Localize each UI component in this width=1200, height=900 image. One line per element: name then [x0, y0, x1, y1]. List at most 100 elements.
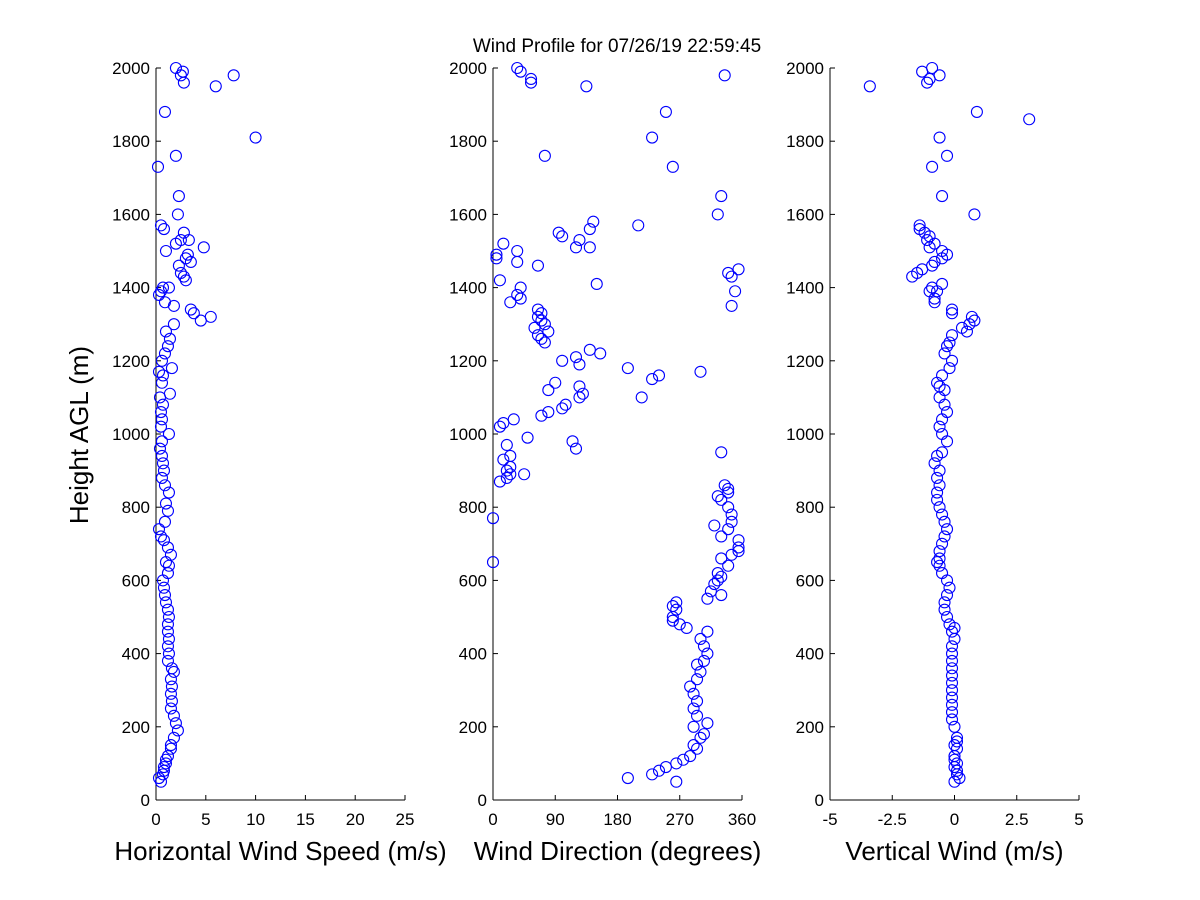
data-point: [722, 559, 735, 572]
data-point: [938, 398, 951, 411]
data-point: [935, 369, 949, 382]
data-point: [931, 376, 944, 389]
data-point: [542, 405, 555, 419]
data-point: [938, 515, 951, 528]
data-point: [556, 230, 569, 243]
data-point: [197, 241, 210, 254]
data-point: [715, 190, 728, 203]
data-point: [943, 618, 956, 631]
data-point: [538, 149, 551, 162]
data-point: [163, 387, 176, 400]
data-point: [157, 222, 171, 236]
data-point: [968, 314, 981, 327]
data-point: [535, 307, 548, 320]
data-point: [154, 420, 168, 433]
data-point: [948, 739, 961, 752]
data-point: [524, 72, 538, 86]
data-point: [493, 274, 506, 287]
data-point: [725, 515, 738, 528]
data-point: [573, 233, 586, 247]
data-point: [926, 259, 939, 272]
data-point: [646, 373, 659, 386]
data-point: [933, 501, 946, 514]
data-point: [151, 160, 165, 173]
panel-wind-direction: 0 200 400 600 800 1000 1200 1400 1600 1800 2000 0 90…: [449, 59, 761, 866]
data-point: [694, 632, 707, 646]
data-point: [913, 222, 926, 236]
y-tick-label: 1000: [112, 425, 150, 444]
data-point: [926, 160, 939, 173]
data-point: [535, 314, 548, 327]
data-point: [569, 442, 583, 455]
data-point: [943, 336, 956, 349]
data-point: [172, 190, 185, 203]
data-point: [163, 332, 176, 345]
data-point: [970, 105, 983, 118]
data-point: [569, 241, 583, 254]
data-point: [940, 149, 954, 162]
y-tick-label: 0: [815, 791, 824, 810]
data-point: [694, 365, 707, 378]
data-point: [863, 80, 876, 93]
data-point: [167, 318, 180, 331]
data-point: [153, 442, 167, 455]
data-point: [155, 376, 169, 389]
x-tick-label: 180: [603, 810, 631, 829]
data-point: [169, 149, 182, 162]
data-point: [531, 303, 545, 316]
data-point: [514, 281, 527, 294]
data-point: [531, 259, 545, 272]
data-point: [708, 578, 721, 591]
data-point: [169, 61, 182, 75]
data-point: [569, 351, 583, 364]
x-tick-label: -5: [822, 810, 837, 829]
data-point: [161, 640, 175, 653]
data-point: [687, 687, 700, 700]
data-point: [701, 592, 714, 605]
data-point: [158, 347, 172, 360]
data-point: [155, 449, 169, 463]
data-point: [535, 332, 548, 345]
data-point: [701, 717, 714, 730]
data-point: [948, 632, 961, 646]
data-point: [933, 69, 946, 82]
data-point: [725, 508, 738, 521]
y-tick-label: 0: [141, 791, 150, 810]
data-point: [921, 76, 934, 89]
data-point: [521, 431, 534, 444]
data-point: [154, 530, 168, 543]
y-tick-label: 200: [122, 718, 150, 737]
data-point: [165, 695, 178, 708]
data-point: [935, 413, 949, 426]
x-tick-label: 5: [1074, 810, 1083, 829]
data-point: [690, 658, 704, 671]
data-point: [504, 449, 517, 463]
data-point: [935, 508, 949, 521]
data-point: [164, 673, 177, 686]
data-point: [948, 720, 961, 733]
data-point: [670, 757, 683, 770]
data-point: [938, 347, 951, 360]
data-point: [715, 530, 728, 543]
data-point: [928, 255, 941, 269]
data-point: [725, 299, 738, 312]
data-point: [162, 486, 175, 499]
data-point: [486, 512, 500, 525]
data-point: [945, 691, 959, 704]
data-point: [965, 310, 978, 323]
y-tick-label: 2000: [449, 59, 487, 78]
data-point: [715, 552, 728, 565]
y-tick-label: 1600: [112, 205, 150, 224]
data-point: [162, 632, 175, 646]
data-point: [590, 277, 603, 290]
data-point: [162, 559, 175, 572]
data-point: [161, 654, 175, 667]
data-point: [632, 219, 645, 232]
data-point: [933, 479, 946, 492]
data-point: [165, 662, 178, 675]
data-point: [500, 464, 513, 477]
data-point: [194, 314, 207, 327]
data-point: [729, 285, 742, 298]
x-tick-label: 2.5: [1005, 810, 1029, 829]
